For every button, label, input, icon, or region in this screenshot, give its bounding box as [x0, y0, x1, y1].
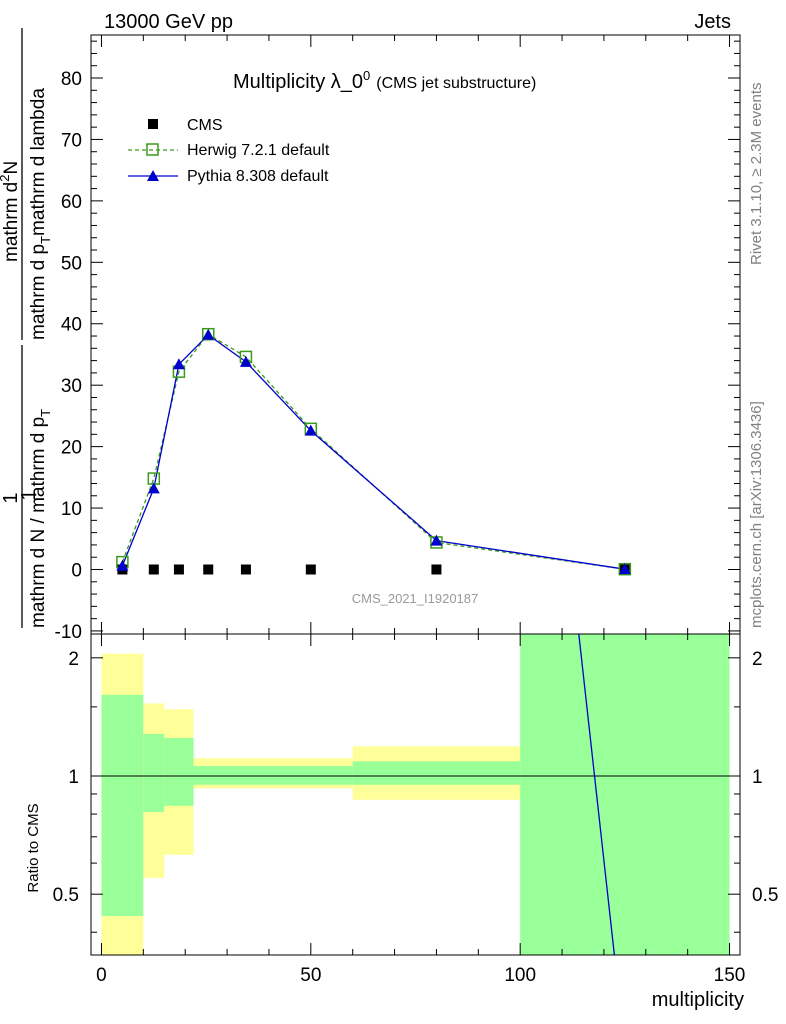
y-label-den3: mathrm d pTmathrm d lambda [28, 88, 53, 340]
legend-label-herwig: Herwig 7.2.1 default [187, 142, 330, 159]
legend-marker-herwig [146, 143, 159, 156]
chart-title-sub: (CMS jet substructure) [376, 75, 536, 92]
ratio-y-label: Ratio to CMS [25, 803, 42, 892]
pythia-point [202, 328, 215, 340]
cms-point [148, 564, 159, 575]
y-label-den1: mathrm d N / mathrm d p [28, 417, 49, 628]
x-tick-label: 50 [300, 965, 321, 986]
main-y-tick-label: 60 [61, 192, 82, 213]
ratio-y-tick-label-right: 0.5 [752, 885, 778, 906]
ratio-band-inner [164, 737, 194, 806]
main-y-tick-label: 40 [61, 315, 82, 336]
header-left: 13000 GeV pp [104, 11, 233, 33]
ratio-y-tick-label: 1 [68, 767, 79, 788]
main-y-tick-label: 20 [61, 438, 82, 459]
rivet-label: Rivet 3.1.10, ≥ 2.3M events [748, 83, 765, 266]
pythia-point [430, 534, 443, 546]
ratio-y-tick-label-right: 1 [752, 767, 763, 788]
ratio-band-inner [352, 761, 521, 785]
ratio-band-inner [520, 634, 730, 955]
x-tick-label: 0 [96, 965, 107, 986]
cms-point [305, 564, 316, 575]
main-y-tick-label: 10 [61, 499, 82, 520]
main-y-tick-label: 0 [71, 560, 82, 581]
y-label-num2: mathrm d2N [0, 161, 22, 262]
y-label-one: 1 [0, 492, 22, 503]
herwig-line [121, 333, 625, 570]
chart-title-sup: 0 [363, 68, 370, 83]
y-label-den3-a: mathrm d p [28, 244, 49, 340]
ratio-y-tick-label: 0.5 [53, 885, 79, 906]
pythia-point [618, 563, 631, 575]
legend-marker-cms [148, 119, 158, 129]
ratio-band-inner [101, 694, 144, 916]
x-tick-label: 100 [504, 965, 536, 986]
header-right: Jets [694, 11, 731, 33]
ratio-band-inner [193, 766, 353, 785]
y-label-numerator-1: 1 [18, 489, 40, 500]
ratio-plot: 0.5 0.5 1 1 2 2 0 50 100 150 [53, 633, 778, 986]
y-label-num2-sup: 2 [0, 175, 12, 182]
cms-point [173, 564, 184, 575]
legend-marker-pythia [147, 170, 159, 181]
main-y-tick-label: 70 [61, 130, 82, 151]
pythia-point [239, 355, 252, 367]
x-tick-label: 150 [714, 965, 746, 986]
legend-label-pythia: Pythia 8.308 default [187, 168, 329, 185]
legend-label-cms: CMS [187, 117, 223, 134]
main-y-label-text: mathrm d N / mathrm d pT 1 mathrm d2N ma… [0, 28, 53, 628]
y-label-left-bottom: mathrm d N / mathrm d pT [28, 409, 53, 628]
ratio-frame [90, 633, 741, 956]
y-label-den3-sub: T [38, 236, 53, 244]
pythia-line [121, 333, 625, 570]
main-y-tick-label: 30 [61, 376, 82, 397]
pythia-point [116, 559, 129, 571]
main-y-tick-label: -10 [55, 622, 82, 643]
main-y-tick-label: 80 [61, 69, 82, 90]
chart-title: Multiplicity λ_00 (CMS jet substructure) [233, 68, 536, 93]
x-axis-label: multiplicity [652, 989, 744, 1011]
cms-point [203, 564, 214, 575]
ratio-y-tick-label-right: 2 [752, 649, 763, 670]
y-label-den4: mathrm d lambda [28, 88, 49, 236]
main-y-label: 1 [18, 489, 40, 500]
main-y-tick-label: 50 [61, 253, 82, 274]
pythia-point [304, 424, 317, 436]
pythia-point [147, 482, 160, 494]
legend: CMS Herwig 7.2.1 default Pythia 8.308 de… [128, 117, 330, 185]
y-label-num2-a: mathrm d [1, 182, 22, 262]
analysis-watermark: CMS_2021_I1920187 [352, 591, 479, 606]
mcplots-label: mcplots.cern.ch [arXiv:1306.3436] [748, 401, 765, 628]
pythia-point [172, 358, 185, 370]
ratio-pythia-line [578, 633, 616, 956]
ratio-band-inner [143, 733, 165, 812]
cms-point [431, 564, 442, 575]
cms-point [240, 564, 251, 575]
ratio-y-tick-label: 2 [68, 649, 79, 670]
y-label-num2-b: N [1, 161, 22, 175]
y-label-den1-sub: T [38, 409, 53, 417]
chart-title-main: Multiplicity λ_0 [233, 71, 363, 93]
